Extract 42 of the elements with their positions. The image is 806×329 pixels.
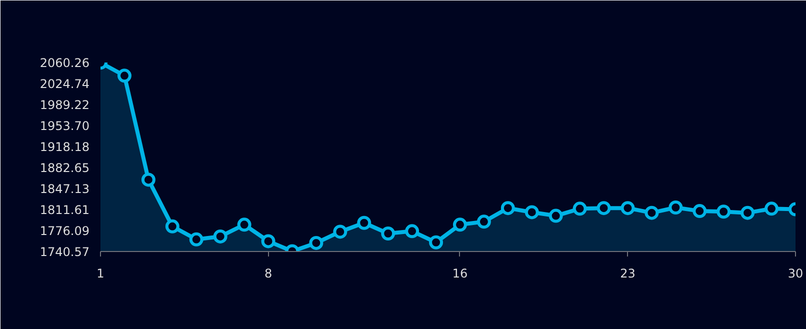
y-tick-label: 1882.65 [40,161,90,176]
point [261,234,276,248]
x-tick-label: 23 [620,266,636,280]
point [644,206,659,220]
y-tick-label: 1740.57 [40,245,90,259]
point [524,205,539,220]
point [740,206,755,220]
point [572,202,587,216]
point [405,224,420,238]
point [333,224,348,239]
y-tick-label: 1847.13 [40,182,90,196]
x-tick-label: 30 [788,266,804,280]
point [500,201,515,216]
point [476,214,491,229]
x-tick-label: 1 [96,266,104,280]
point [381,226,396,240]
y-tick-label: 1918.18 [40,140,90,154]
x-tick-label: 16 [452,266,468,280]
point [141,172,156,187]
x-tick-label: 8 [264,266,272,280]
point [357,216,372,230]
point [213,229,228,244]
y-tick-label: 1776.09 [40,224,90,238]
y-tick-label: 2060.26 [40,56,90,70]
y-tick-label: 2024.74 [40,77,90,91]
y-tick-label: 1989.22 [40,98,90,112]
point [117,68,132,83]
point [596,201,611,216]
point [189,232,204,246]
point [716,204,731,219]
point [309,236,324,250]
point [165,219,180,234]
point [668,200,683,214]
y-tick-label: 1953.70 [40,119,90,133]
y-tick-label: 1811.61 [40,203,90,217]
point [237,218,252,232]
point [452,218,467,232]
point [548,208,563,223]
point [620,201,635,216]
point [429,235,444,250]
point [764,202,779,216]
point [692,204,707,218]
